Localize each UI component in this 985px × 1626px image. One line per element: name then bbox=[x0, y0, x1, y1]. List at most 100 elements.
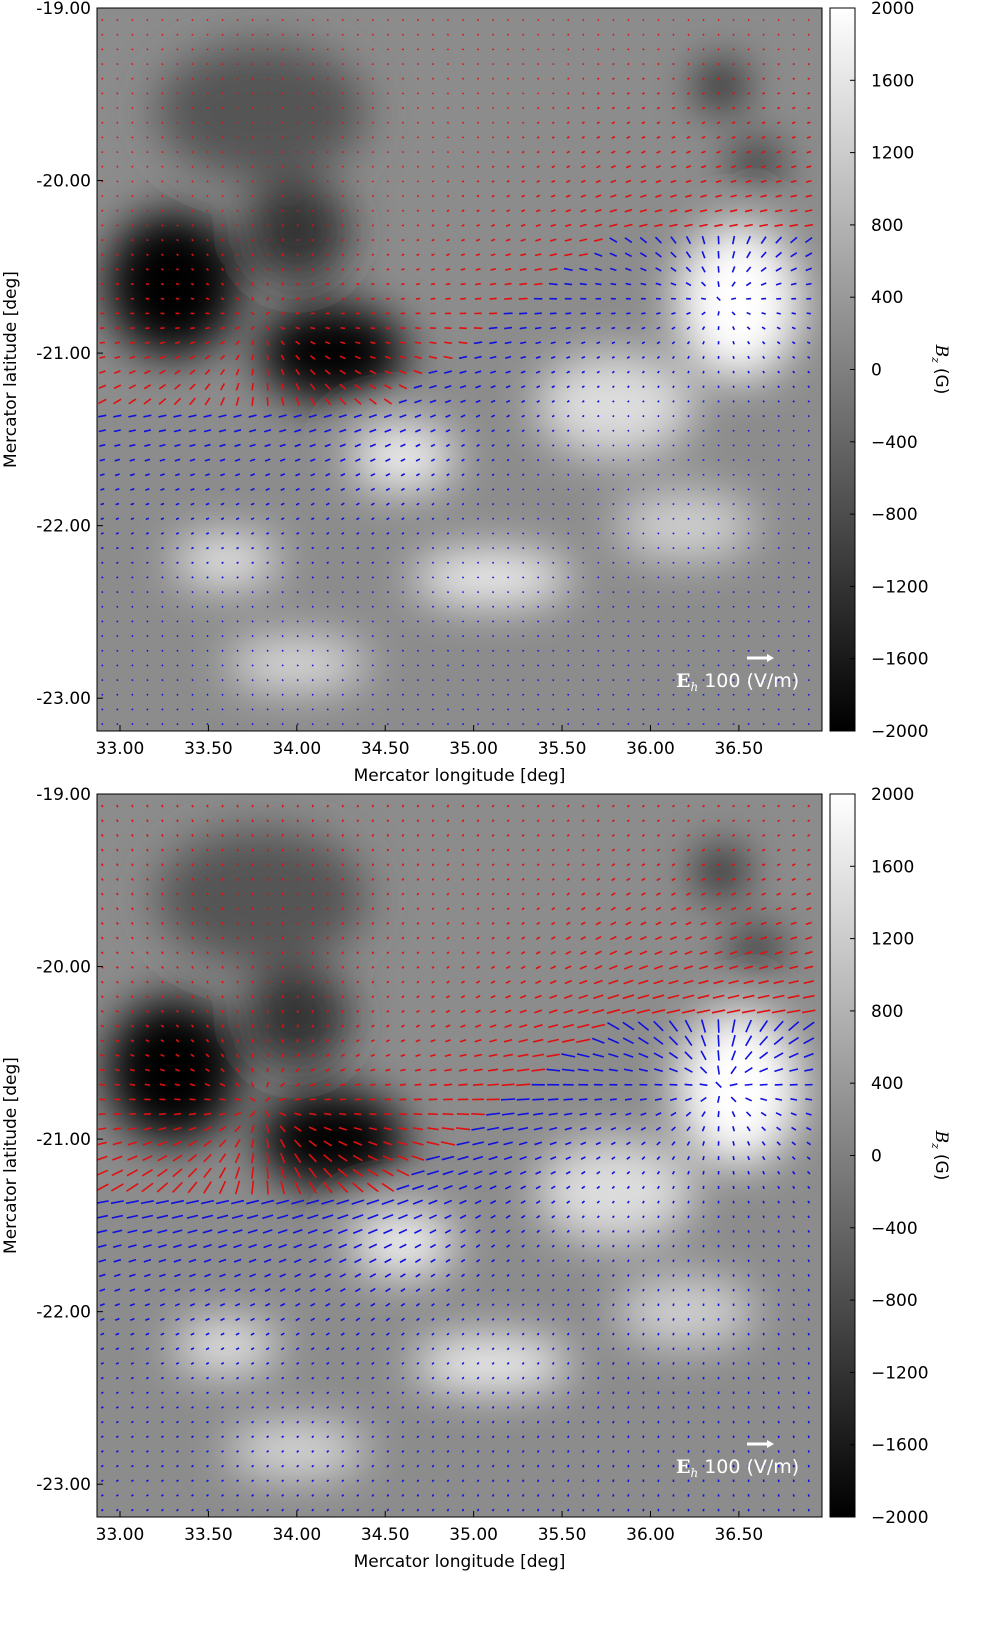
vector-arrow bbox=[341, 107, 344, 110]
vector-arrow bbox=[596, 804, 600, 808]
vector-arrow bbox=[535, 209, 541, 213]
vector-arrow bbox=[522, 591, 525, 594]
vector-arrow bbox=[639, 236, 648, 244]
vector-arrow bbox=[386, 194, 389, 198]
vector-arrow bbox=[552, 708, 555, 711]
vector-arrow bbox=[474, 1038, 482, 1043]
vector-arrow bbox=[745, 907, 752, 911]
vector-arrow bbox=[281, 1024, 284, 1028]
vector-arrow bbox=[400, 1053, 406, 1057]
vector-arrow bbox=[130, 1391, 134, 1395]
vector-arrow bbox=[130, 1450, 134, 1453]
vector-arrow bbox=[174, 1288, 181, 1292]
vector-arrow bbox=[416, 92, 420, 95]
vector-arrow bbox=[522, 502, 525, 506]
vector-arrow bbox=[476, 443, 480, 447]
vector-arrow bbox=[640, 921, 647, 926]
vector-arrow bbox=[176, 819, 179, 823]
vector-arrow bbox=[251, 340, 255, 346]
vector-arrow bbox=[156, 1168, 168, 1177]
vector-arrow bbox=[746, 326, 751, 330]
vector-arrow bbox=[236, 1391, 240, 1395]
vector-arrow bbox=[503, 1038, 513, 1043]
vector-arrow bbox=[401, 804, 405, 808]
vector-arrow bbox=[536, 121, 540, 124]
vector-arrow bbox=[431, 819, 435, 823]
vector-arrow bbox=[461, 980, 465, 984]
vector-arrow bbox=[520, 370, 526, 374]
vector-arrow bbox=[625, 1126, 632, 1131]
vector-arrow bbox=[565, 341, 571, 345]
vector-arrow bbox=[657, 1230, 660, 1233]
vector-arrow bbox=[807, 1244, 811, 1248]
vector-arrow bbox=[341, 1406, 345, 1409]
field-region bbox=[412, 1337, 571, 1390]
vector-arrow bbox=[311, 1450, 315, 1453]
vector-arrow bbox=[597, 1420, 600, 1424]
vector-arrow bbox=[440, 1141, 456, 1146]
vector-arrow bbox=[564, 965, 572, 970]
vector-arrow bbox=[804, 209, 813, 213]
vector-arrow bbox=[206, 980, 209, 984]
vector-arrow bbox=[264, 428, 272, 433]
vector-arrow bbox=[461, 936, 465, 940]
vector-arrow bbox=[400, 458, 406, 462]
vector-arrow bbox=[461, 546, 465, 550]
vector-arrow bbox=[535, 950, 541, 955]
vector-arrow bbox=[611, 356, 615, 359]
vector-arrow bbox=[687, 33, 690, 36]
vector-arrow bbox=[460, 399, 466, 404]
vector-arrow bbox=[807, 1185, 811, 1190]
vector-arrow bbox=[581, 892, 586, 896]
vector-arrow bbox=[279, 1125, 286, 1133]
vector-arrow bbox=[626, 1185, 630, 1190]
vector-arrow bbox=[311, 995, 314, 999]
vector-arrow bbox=[582, 576, 585, 579]
vector-arrow bbox=[474, 370, 482, 374]
vector-arrow bbox=[597, 1435, 600, 1439]
vector-arrow bbox=[175, 1347, 180, 1351]
vector-arrow bbox=[656, 848, 661, 852]
vector-arrow bbox=[520, 951, 526, 955]
vector-arrow bbox=[476, 19, 480, 22]
vector-arrow bbox=[777, 1200, 780, 1204]
vector-arrow bbox=[341, 723, 344, 726]
vector-arrow bbox=[671, 326, 676, 330]
vector-arrow bbox=[431, 209, 435, 212]
vector-arrow bbox=[235, 397, 240, 406]
vector-arrow bbox=[792, 400, 795, 403]
vector-arrow bbox=[535, 1185, 541, 1190]
vector-arrow bbox=[415, 282, 420, 286]
vector-arrow bbox=[567, 92, 570, 95]
vector-arrow bbox=[191, 649, 194, 652]
vector-arrow bbox=[203, 1181, 212, 1194]
vector-arrow bbox=[191, 664, 194, 667]
vector-arrow bbox=[582, 429, 585, 432]
vector-arrow bbox=[807, 62, 810, 66]
vector-arrow bbox=[612, 1450, 615, 1453]
vector-arrow bbox=[145, 1420, 149, 1424]
vector-arrow bbox=[551, 1347, 555, 1351]
vector-arrow bbox=[326, 605, 329, 608]
vector-arrow bbox=[626, 92, 630, 95]
x-tick-label: 36.50 bbox=[715, 739, 764, 759]
vector-arrow bbox=[127, 1244, 137, 1249]
vector-arrow bbox=[700, 179, 707, 184]
vector-arrow bbox=[161, 620, 164, 623]
vector-arrow bbox=[386, 664, 389, 667]
vector-arrow bbox=[506, 429, 510, 433]
vector-arrow bbox=[642, 1200, 645, 1204]
vector-arrow bbox=[521, 1229, 526, 1234]
vector-arrow bbox=[776, 341, 781, 345]
vector-arrow bbox=[609, 208, 618, 213]
vector-arrow bbox=[326, 878, 329, 881]
vector-arrow bbox=[203, 1126, 212, 1132]
vector-arrow bbox=[250, 1152, 255, 1164]
vector-arrow bbox=[460, 1009, 466, 1014]
vector-arrow bbox=[566, 819, 570, 823]
vector-arrow bbox=[131, 136, 134, 139]
vector-arrow bbox=[416, 649, 420, 652]
vector-arrow bbox=[236, 679, 239, 682]
vector-arrow bbox=[235, 1347, 240, 1351]
vector-arrow bbox=[522, 62, 525, 66]
